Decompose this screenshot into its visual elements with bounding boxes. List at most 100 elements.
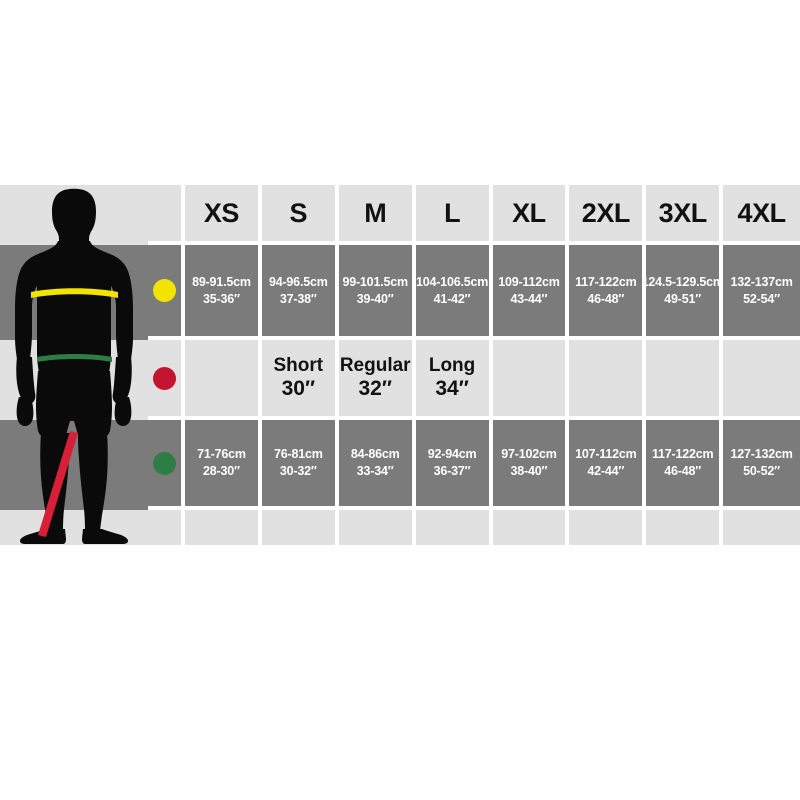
size-label: S (289, 197, 308, 228)
measure-cm: 71-76cm (197, 447, 246, 462)
table-cell: 99-101.5cm 39-40″ (338, 245, 416, 340)
table-cell: Short 30″ (261, 340, 339, 420)
size-label: 3XL (658, 197, 708, 228)
measure-in: 42-44″ (587, 464, 625, 478)
size-table: XS S M L XL 2XL 3XL 4XL (148, 185, 800, 545)
table-cell: 92-94cm 36-37″ (415, 420, 493, 510)
table-cell: Long 34″ (415, 340, 493, 420)
table-cell: 104-106.5cm 41-42″ (415, 245, 493, 340)
column-header-s: S (261, 185, 339, 245)
measure-cm: 76-81cm (273, 447, 323, 462)
body-figure-panel (0, 185, 148, 545)
inseam-measure-line (38, 431, 78, 537)
measure-cm: 97-102cm (501, 447, 557, 462)
table-footer-row (148, 510, 800, 545)
size-chart: XS S M L XL 2XL 3XL 4XL (0, 185, 800, 545)
measure-cm: 124.5-129.5cm (641, 274, 724, 289)
legend-cell-chest (148, 245, 185, 340)
table-cell (646, 340, 724, 420)
length-value: 34″ (435, 376, 469, 400)
male-body-silhouette (15, 188, 133, 544)
measure-cm: 84-86cm (350, 447, 400, 462)
column-header-xl: XL (492, 185, 570, 245)
footer-cell (569, 510, 647, 545)
table-cell (723, 340, 800, 420)
footer-cell (646, 510, 724, 545)
yellow-dot (153, 279, 176, 302)
table-cell: 97-102cm 38-40″ (492, 420, 570, 510)
measure-cm: 117-122cm (651, 447, 714, 462)
footer-cell (148, 510, 185, 545)
table-cell: 89-91.5cm 35-36″ (185, 245, 262, 340)
measure-in: 35-36″ (203, 291, 240, 306)
column-header-xs: XS (185, 185, 262, 245)
table-cell: 127-132cm 50-52″ (723, 420, 800, 510)
footer-cell (261, 510, 339, 545)
measure-in: 46-48″ (587, 291, 625, 306)
measure-in: 39-40″ (356, 291, 394, 306)
column-header-4xl: 4XL (723, 185, 800, 245)
footer-cell (492, 510, 570, 545)
measure-cm: 99-101.5cm (342, 274, 408, 289)
measure-cm: 94-96.5cm (268, 274, 328, 289)
column-header-l: L (415, 185, 493, 245)
column-header-m: M (338, 185, 416, 245)
size-label: 2XL (581, 197, 631, 228)
measure-in: 38-40″ (510, 464, 548, 478)
legend-cell-leg-length (148, 340, 185, 420)
table-cell (185, 340, 262, 420)
measure-in: 37-38″ (279, 291, 317, 306)
measure-in: 50-52″ (743, 464, 780, 478)
measure-cm: 117-122cm (575, 274, 637, 289)
table-cell: 84-86cm 33-34″ (338, 420, 416, 510)
footer-cell (338, 510, 416, 545)
table-row-chest: 89-91.5cm 35-36″ 94-96.5cm 37-38″ 99-101… (148, 245, 800, 340)
table-header-row: XS S M L XL 2XL 3XL 4XL (148, 185, 800, 245)
footer-cell (723, 510, 800, 545)
measure-cm: 109-112cm (498, 274, 560, 289)
table-cell: 124.5-129.5cm 49-51″ (642, 245, 724, 340)
table-cell: 107-112cm 42-44″ (569, 420, 647, 510)
table-cell: Regular 32″ (338, 340, 416, 420)
footer-cell (185, 510, 262, 545)
table-cell (492, 340, 570, 420)
size-label: XS (203, 197, 240, 228)
table-cell (569, 340, 647, 420)
measure-in: 52-54″ (743, 291, 780, 306)
table-cell: 94-96.5cm 37-38″ (261, 245, 339, 340)
table-cell: 117-122cm 46-48″ (569, 245, 647, 340)
measure-cm: 127-132cm (730, 447, 793, 462)
size-label: 4XL (737, 197, 787, 228)
footer-cell (415, 510, 493, 545)
legend-cell-waist (148, 420, 185, 510)
chest-measure-line (31, 288, 118, 298)
green-dot (153, 451, 176, 475)
measure-in: 36-37″ (433, 464, 471, 478)
size-label: L (444, 197, 461, 228)
length-name: Short (273, 355, 324, 376)
table-cell: 71-76cm 28-30″ (185, 420, 262, 510)
measure-cm: 132-137cm (730, 274, 793, 289)
legend-header-cell (148, 185, 185, 245)
measure-cm: 107-112cm (575, 447, 637, 462)
table-cell: 132-137cm 52-54″ (723, 245, 800, 340)
size-label: XL (512, 197, 546, 228)
table-cell: 76-81cm 30-32″ (261, 420, 339, 510)
column-header-2xl: 2XL (569, 185, 647, 245)
measure-in: 43-44″ (510, 291, 548, 306)
measure-in: 41-42″ (433, 291, 471, 306)
measure-in: 30-32″ (279, 464, 317, 478)
column-header-3xl: 3XL (646, 185, 724, 245)
red-dot (153, 366, 176, 390)
measure-cm: 89-91.5cm (192, 274, 251, 289)
table-row-waist: 71-76cm 28-30″ 76-81cm 30-32″ 84-86cm 33… (148, 420, 800, 510)
length-name: Regular (339, 355, 411, 376)
measure-in: 46-48″ (664, 464, 702, 478)
length-value: 30″ (281, 376, 316, 400)
length-value: 32″ (358, 376, 392, 400)
measure-in: 49-51″ (664, 291, 702, 306)
measure-in: 28-30″ (203, 464, 240, 478)
table-cell: 117-122cm 46-48″ (646, 420, 724, 510)
table-row-leg-length: Short 30″ Regular 32″ Long 34″ (148, 340, 800, 420)
measure-cm: 92-94cm (427, 447, 477, 462)
